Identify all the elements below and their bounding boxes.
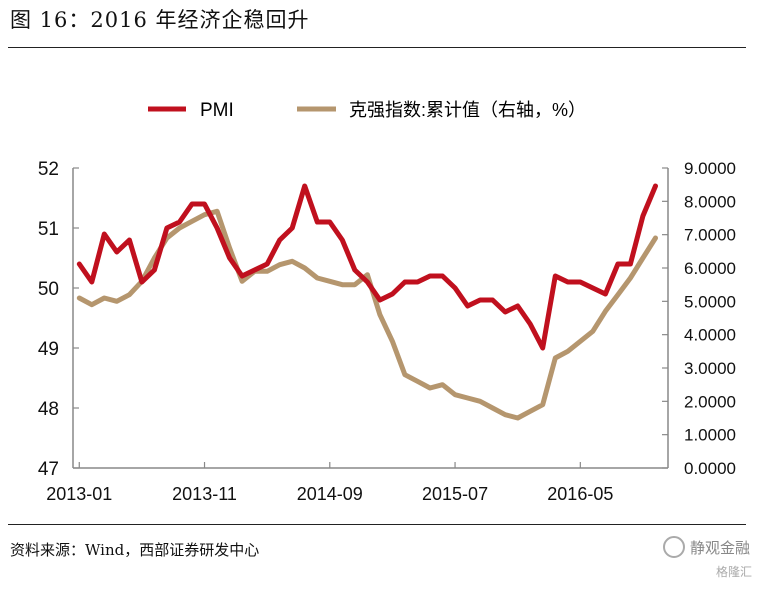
legend: PMI 克强指数:累计值（右轴，%）	[148, 100, 586, 121]
right-tick-label: 6.0000	[684, 259, 736, 278]
right-tick-label: 0.0000	[684, 459, 736, 478]
x-tick-label: 2015-07	[422, 484, 488, 504]
source-note: 资料来源：Wind，西部证券研发中心	[10, 541, 260, 559]
axes: 47 48 49 50 51 52 0.0000 1.0000 2.0000 3.0000 4.00…	[38, 159, 736, 504]
top-rule	[8, 47, 746, 48]
right-tick-label: 4.0000	[684, 326, 736, 345]
right-tick-label: 1.0000	[684, 426, 736, 445]
wechat-icon	[662, 536, 685, 558]
right-tick-label: 7.0000	[684, 226, 736, 245]
left-tick-label: 51	[38, 219, 59, 240]
left-tick-label: 49	[38, 339, 59, 360]
watermark-sub: 格隆汇	[715, 565, 752, 579]
legend-label-pmi: PMI	[200, 100, 234, 121]
series-line-pmi	[76, 183, 658, 351]
x-tick-label: 2016-05	[547, 484, 613, 504]
x-tick-label: 2013-01	[46, 484, 112, 504]
right-tick-label: 8.0000	[684, 192, 736, 211]
left-tick-label: 47	[38, 459, 59, 480]
chart: PMI 克强指数:累计值（右轴，%） 47 48 49 50 51 52 0.0000 1.0…	[38, 100, 736, 504]
series-lines	[76, 183, 658, 421]
watermark-main: 静观金融	[689, 538, 750, 557]
left-tick-label: 50	[38, 279, 59, 300]
right-tick-label: 5.0000	[684, 292, 736, 311]
legend-label-keqiang: 克强指数:累计值（右轴，%）	[349, 100, 586, 120]
watermark: 静观金融	[662, 536, 750, 558]
chart-title: 图 16：2016 年经济企稳回升	[10, 8, 310, 32]
right-tick-label: 3.0000	[684, 359, 736, 378]
left-tick-label: 48	[38, 399, 59, 420]
x-tick-label: 2013-11	[172, 484, 237, 504]
bottom-rule	[8, 524, 746, 525]
right-tick-label: 9.0000	[684, 159, 736, 178]
left-tick-label: 52	[38, 159, 59, 180]
series-line-keqiang	[76, 208, 658, 421]
right-tick-label: 2.0000	[684, 392, 736, 411]
x-tick-label: 2014-09	[297, 484, 363, 504]
